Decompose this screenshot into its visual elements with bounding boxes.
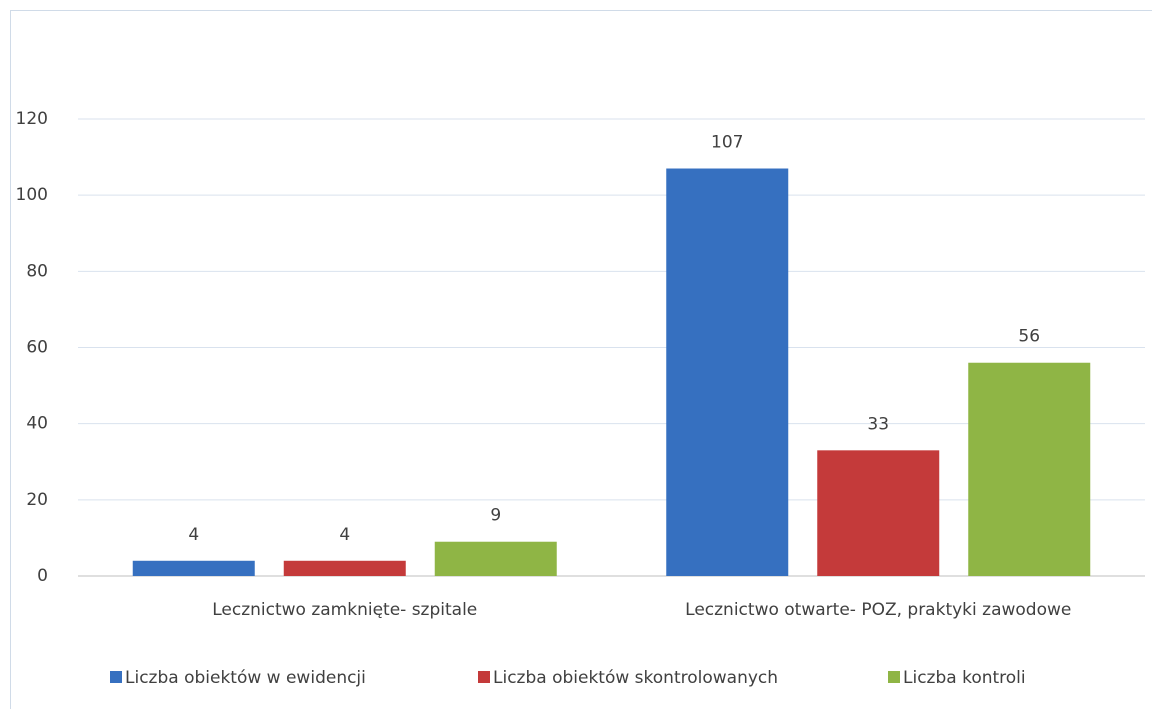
- x-tick-label: Lecznictwo zamknięte- szpitale: [212, 600, 477, 620]
- legend-swatch: [110, 671, 122, 683]
- bar: [283, 560, 406, 576]
- y-tick-label: 60: [26, 338, 48, 358]
- legend-label: Liczba obiektów w ewidencji: [125, 668, 366, 688]
- legend-swatch: [478, 671, 490, 683]
- data-label: 56: [1018, 327, 1040, 347]
- bar: [434, 541, 557, 576]
- legend-label: Liczba obiektów skontrolowanych: [493, 668, 778, 688]
- data-label: 4: [188, 525, 199, 545]
- y-tick-label: 80: [26, 261, 48, 281]
- data-label: 9: [490, 506, 501, 526]
- chart-border: [10, 10, 1152, 709]
- bar: [666, 168, 789, 576]
- legend-label: Liczba kontroli: [903, 668, 1026, 688]
- bar: [968, 362, 1091, 576]
- y-tick-label: 100: [16, 185, 48, 205]
- x-tick-label: Lecznictwo otwarte- POZ, praktyki zawodo…: [685, 600, 1071, 620]
- bar: [132, 560, 255, 576]
- y-tick-label: 0: [37, 566, 48, 586]
- data-label: 33: [867, 414, 889, 434]
- data-label: 107: [711, 133, 743, 153]
- y-tick-label: 20: [26, 490, 48, 510]
- legend-swatch: [888, 671, 900, 683]
- bar: [817, 450, 940, 576]
- data-label: 4: [339, 525, 350, 545]
- y-tick-label: 120: [16, 109, 48, 129]
- y-tick-label: 40: [26, 414, 48, 434]
